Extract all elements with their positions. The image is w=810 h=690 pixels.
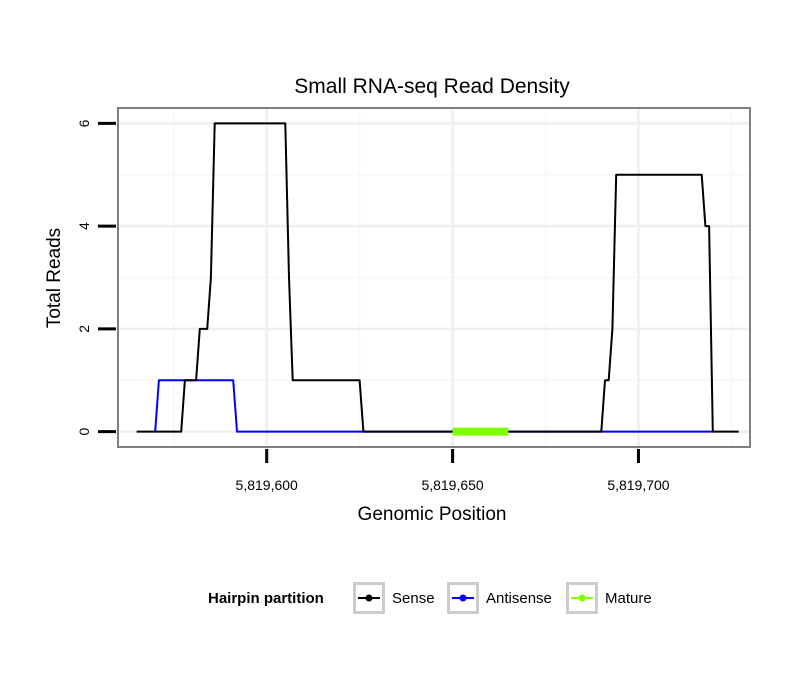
x-axis-label: Genomic Position	[358, 504, 507, 525]
legend-key-box-antisense	[447, 582, 479, 614]
series-line-sense	[136, 122, 739, 433]
series-layer	[136, 122, 739, 436]
x-tick-label: 5,819,700	[607, 477, 669, 493]
legend-label-sense: Sense	[392, 590, 435, 607]
legend-key-dot-mature	[578, 594, 586, 602]
x-tick-label: 5,819,600	[236, 477, 298, 493]
y-tick-label: 0	[76, 427, 92, 435]
chart-title: Small RNA-seq Read Density	[294, 75, 570, 98]
x-axis: 5,819,600 5,819,650 5,819,700	[236, 449, 670, 493]
y-axis-label: Total Reads	[44, 228, 65, 328]
legend-key-dot-sense	[365, 594, 373, 602]
y-tick-label: 4	[76, 222, 92, 230]
legend-label-mature: Mature	[605, 590, 652, 607]
legend-label-antisense: Antisense	[486, 590, 552, 607]
y-tick-label: 2	[76, 325, 92, 333]
x-tick-label: 5,819,650	[421, 477, 483, 493]
y-tick-label: 6	[76, 119, 92, 127]
y-axis: 0 2 4 6	[76, 119, 116, 435]
grid	[118, 108, 750, 447]
legend-key-dot-antisense	[459, 594, 467, 602]
legend-title: Hairpin partition	[208, 590, 324, 607]
legend: Hairpin partition Sense Antisense Mature	[208, 582, 652, 614]
plot-border	[117, 107, 751, 448]
